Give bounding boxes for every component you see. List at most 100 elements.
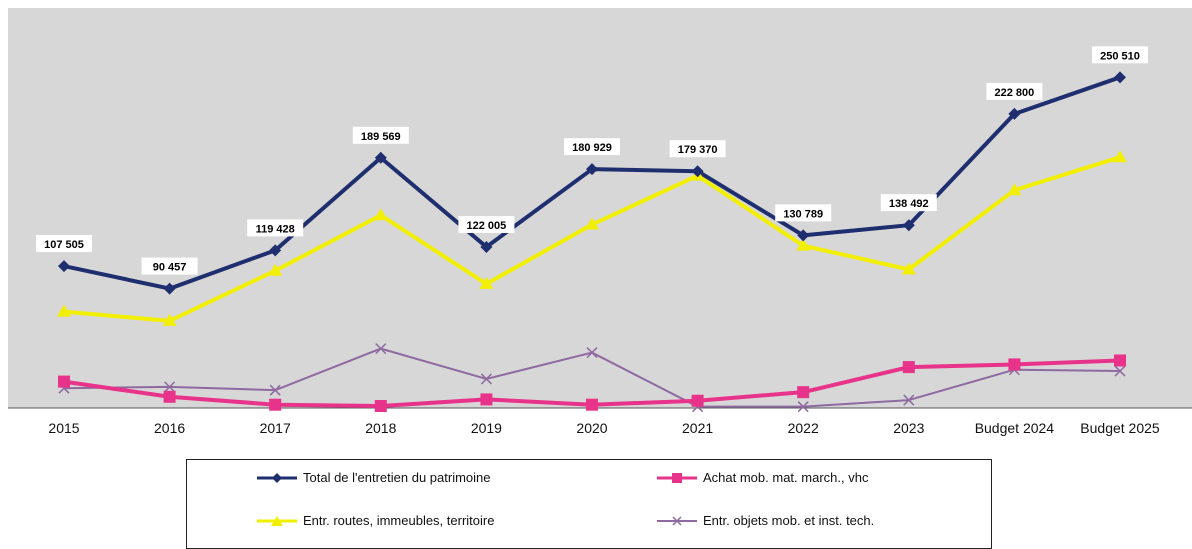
data-label-text: 138 492 <box>889 198 929 210</box>
data-label-budget-2024: 222 800 <box>986 82 1043 100</box>
data-label-budget-2025: 250 510 <box>1092 46 1148 64</box>
data-label-text: 250 510 <box>1100 50 1140 62</box>
marker-routes-2020 <box>585 217 599 230</box>
data-label-2018: 189 569 <box>352 126 409 144</box>
marker-total-2021 <box>691 165 704 178</box>
marker-routes-2018 <box>373 208 388 221</box>
marker-achat-2016 <box>163 390 176 403</box>
legend-label-routes: Entr. routes, immeubles, territoire <box>303 513 495 528</box>
marker-objets-2020 <box>586 347 598 359</box>
marker-routes-2015 <box>57 304 71 317</box>
data-label-box <box>247 219 304 237</box>
legend-item-routes: Entr. routes, immeubles, territoire <box>257 513 494 528</box>
legend-item-achat: Achat mob. mat. march., vhc <box>657 470 868 485</box>
x-tick-label-2021: 2021 <box>682 420 713 436</box>
x-tick-label-2020: 2020 <box>576 420 607 436</box>
legend-swatch-total <box>257 472 297 483</box>
marker-total-2017 <box>269 244 282 257</box>
marker-routes-2023 <box>901 262 916 275</box>
x-tick-label-2017: 2017 <box>260 420 291 436</box>
marker-achat-2019 <box>480 393 493 406</box>
data-label-2020: 180 929 <box>564 138 620 156</box>
marker-objets-2016 <box>164 381 176 393</box>
data-label-2017: 119 428 <box>247 219 304 237</box>
data-label-text: 222 800 <box>995 87 1035 99</box>
legend-swatch-routes <box>257 515 297 526</box>
data-label-text: 107 505 <box>44 239 84 251</box>
data-label-2015: 107 505 <box>36 235 92 253</box>
data-label-2019: 122 005 <box>458 215 515 233</box>
data-label-text: 122 005 <box>467 220 507 232</box>
x-tick-label-2019: 2019 <box>471 420 502 436</box>
legend-label-objets: Entr. objets mob. et inst. tech. <box>703 513 875 528</box>
legend: Total de l'entretien du patrimoine Achat… <box>186 459 992 549</box>
marker-objets-2022 <box>797 401 809 413</box>
legend-swatch-achat <box>657 472 697 483</box>
data-label-text: 179 370 <box>678 144 718 156</box>
series-markers <box>57 71 1127 413</box>
data-label-box <box>669 140 726 158</box>
marker-achat-2022 <box>797 386 810 399</box>
marker-total-2023 <box>902 219 915 232</box>
data-label-text: 189 569 <box>361 131 401 143</box>
data-label-box <box>141 257 198 275</box>
marker-routes-budget-2025 <box>1113 150 1127 163</box>
legend-item-objets: Entr. objets mob. et inst. tech. <box>657 513 874 528</box>
data-label-text: 119 428 <box>256 223 295 235</box>
marker-total-2018 <box>374 151 387 164</box>
data-label-box <box>880 194 937 212</box>
marker-achat-budget-2025 <box>1114 354 1126 367</box>
x-tick-label-2015: 2015 <box>48 420 79 436</box>
data-label-box <box>564 138 620 156</box>
data-label-2023: 138 492 <box>880 194 937 212</box>
x-tick-label-budget-2024: Budget 2024 <box>975 420 1055 436</box>
marker-achat-budget-2024 <box>1008 358 1021 371</box>
legend-item-total: Total de l'entretien du patrimoine <box>257 470 490 485</box>
marker-objets-2017 <box>269 384 281 396</box>
x-tick-label-2023: 2023 <box>893 420 924 436</box>
data-label-box <box>1092 46 1148 64</box>
data-label-box <box>775 204 832 222</box>
data-label-box <box>986 82 1043 100</box>
data-label-text: 90 457 <box>153 262 187 274</box>
marker-total-2022 <box>797 229 810 242</box>
marker-objets-2018 <box>375 343 387 355</box>
x-tick-label-2016: 2016 <box>154 420 185 436</box>
marker-achat-2021 <box>691 394 704 407</box>
marker-routes-2016 <box>162 313 177 326</box>
marker-achat-2015 <box>58 375 70 388</box>
marker-routes-2022 <box>796 238 811 251</box>
marker-routes-2019 <box>479 276 494 289</box>
data-label-2021: 179 370 <box>669 140 726 158</box>
data-label-text: 130 789 <box>783 208 823 220</box>
data-label-box <box>36 235 92 253</box>
marker-achat-2023 <box>902 361 915 374</box>
marker-achat-2017 <box>269 398 282 411</box>
marker-total-2019 <box>480 240 493 253</box>
marker-total-budget-2025 <box>1114 71 1126 84</box>
data-label-box <box>458 215 515 233</box>
data-labels: 107 505 90 457 119 428 189 569 122 005 180 92… <box>36 46 1148 275</box>
legend-label-achat: Achat mob. mat. march., vhc <box>703 470 869 485</box>
marker-routes-2017 <box>268 263 283 276</box>
x-tick-label-budget-2025: Budget 2025 <box>1080 420 1160 436</box>
legend-swatch-objets <box>657 515 697 526</box>
legend-label-total: Total de l'entretien du patrimoine <box>303 470 491 485</box>
marker-objets-2019 <box>480 373 492 385</box>
plot-background <box>8 8 1192 408</box>
marker-achat-2018 <box>374 400 387 413</box>
x-axis-ticks: 2015 2016 2017 2018 2019 2020 2021 2022 2023 Budg… <box>48 420 1159 436</box>
marker-objets-budget-2025 <box>1114 365 1126 377</box>
marker-total-2015 <box>58 260 70 273</box>
data-label-2016: 90 457 <box>141 257 198 275</box>
marker-achat-2020 <box>586 398 598 411</box>
data-label-text: 180 929 <box>572 142 612 154</box>
marker-total-2020 <box>586 163 598 176</box>
x-tick-label-2022: 2022 <box>788 420 819 436</box>
x-tick-label-2018: 2018 <box>365 420 396 436</box>
marker-total-2016 <box>163 282 176 295</box>
line-chart: 2015 2016 2017 2018 2019 2020 2021 2022 2023 Budg… <box>8 8 1192 436</box>
data-label-2022: 130 789 <box>775 204 832 222</box>
marker-total-budget-2024 <box>1008 107 1021 120</box>
data-label-box <box>352 126 409 144</box>
